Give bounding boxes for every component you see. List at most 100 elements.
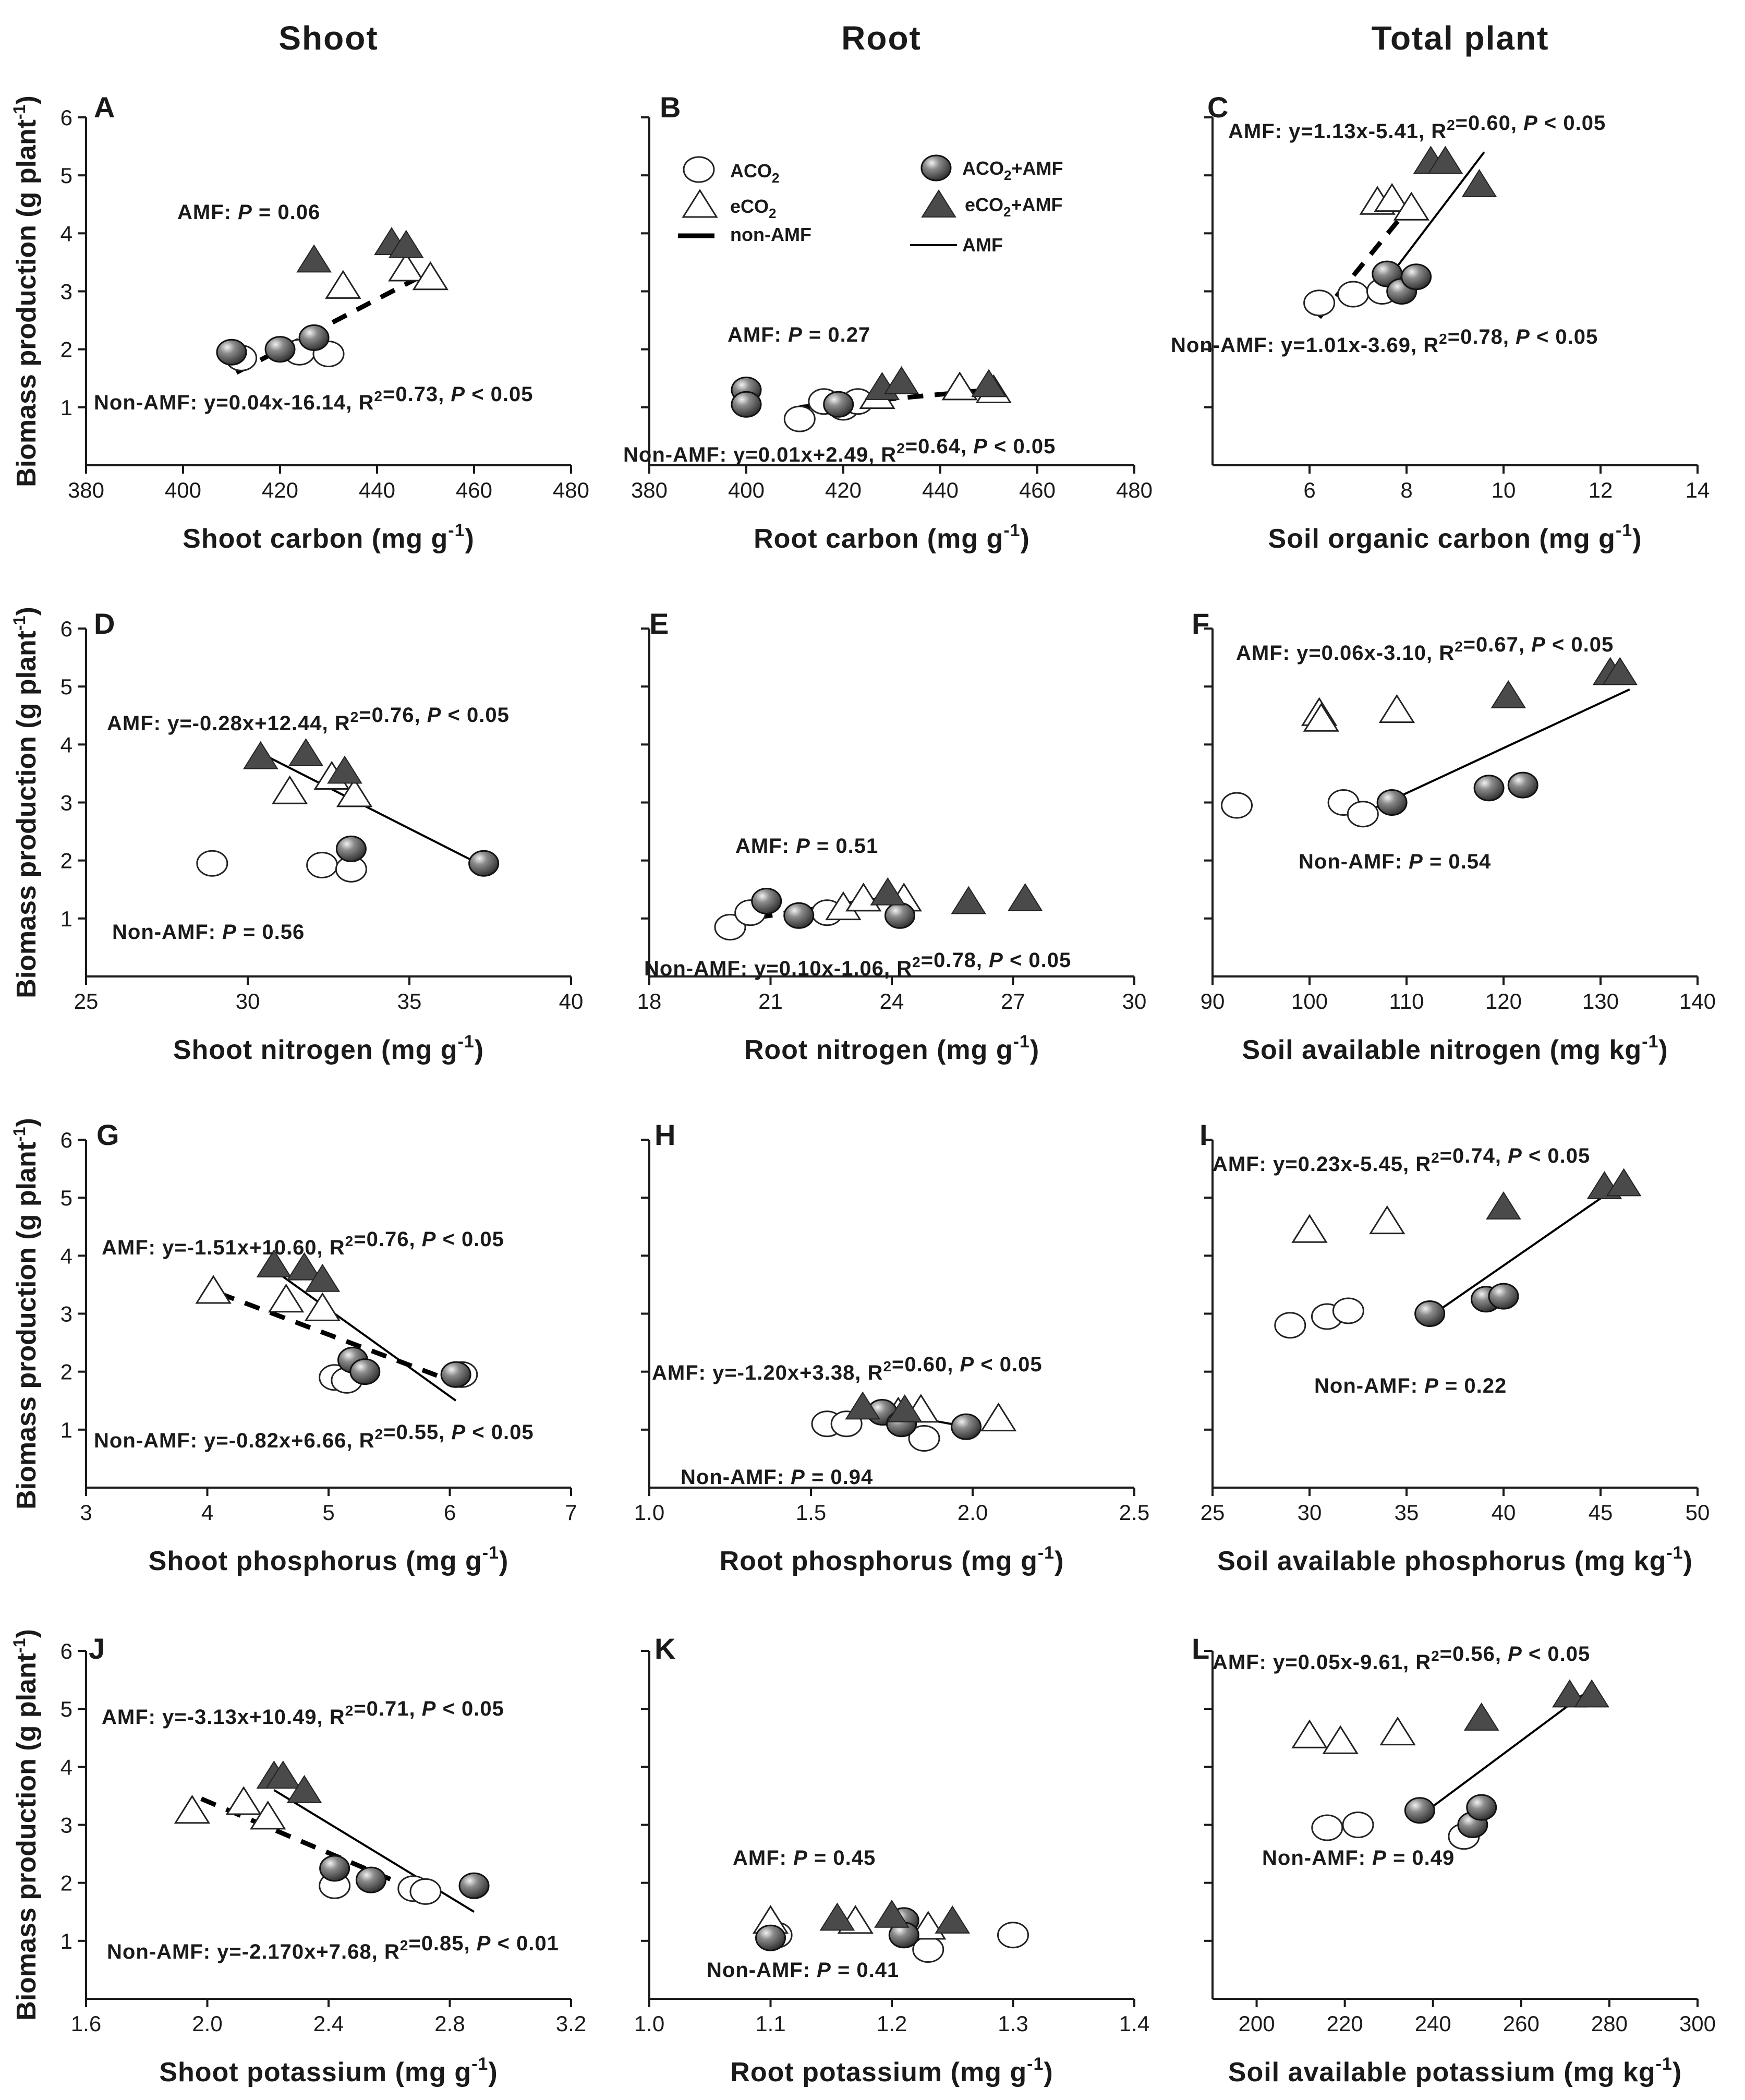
eco2-amf-marker bbox=[1007, 883, 1043, 911]
annotation: Non-AMF: y=-2.170x+7.68, R2=0.85, P < 0.… bbox=[107, 1932, 559, 1963]
annotation: AMF: y=-1.20x+3.38, R2=0.60, P < 0.05 bbox=[652, 1353, 1043, 1384]
y-tick-label: 2 bbox=[60, 1871, 72, 1896]
x-axis-label: Root nitrogen (mg g-1) bbox=[744, 1032, 1039, 1065]
x-tick-label: 45 bbox=[1589, 1500, 1613, 1525]
x-tick-label: 120 bbox=[1485, 989, 1522, 1013]
eco2-amf-marker bbox=[1427, 146, 1463, 174]
aco2-marker bbox=[409, 1878, 442, 1905]
non-amf-fit-line bbox=[219, 1291, 451, 1383]
legend-eco2-marker bbox=[682, 189, 718, 218]
eco2-amf-marker bbox=[1461, 168, 1497, 197]
aco2-marker bbox=[196, 850, 228, 877]
y-tick-label: 3 bbox=[60, 280, 72, 304]
eco2-amf-marker bbox=[874, 1899, 910, 1928]
aco2-amf-marker bbox=[731, 391, 762, 418]
x-axis-label: Soil available phosphorus (mg kg-1) bbox=[1217, 1543, 1693, 1576]
aco2-amf-marker bbox=[349, 1358, 381, 1385]
x-axis-label: Soil available potassium (mg kg-1) bbox=[1228, 2054, 1682, 2087]
x-tick-label: 4 bbox=[201, 1500, 213, 1525]
aco2-amf-marker bbox=[264, 336, 296, 363]
x-axis-label: Shoot nitrogen (mg g-1) bbox=[173, 1032, 484, 1065]
x-tick-label: 100 bbox=[1291, 989, 1328, 1013]
eco2-marker bbox=[325, 270, 361, 299]
panel-J: 1 2 3 4 5 6 1.6 2.0 2.4 2.8 3.2 Shoot potassium (mg… bbox=[60, 1632, 587, 2087]
y-tick-label: 3 bbox=[60, 791, 72, 815]
legend-label: eCO2 bbox=[730, 196, 777, 221]
aco2-amf-marker bbox=[1401, 263, 1432, 291]
panel-label: L bbox=[1192, 1632, 1209, 1665]
legend-label: non-AMF bbox=[730, 224, 811, 245]
y-tick-label: 5 bbox=[60, 674, 72, 699]
x-tick-label: 6 bbox=[1303, 478, 1315, 502]
aco2-amf-marker bbox=[319, 1855, 350, 1882]
legend-label: ACO2 bbox=[730, 160, 779, 186]
x-tick-label: 30 bbox=[1122, 989, 1147, 1013]
amf-fit-line bbox=[273, 1789, 475, 1913]
aco2-amf-marker bbox=[1466, 1794, 1497, 1821]
y-tick-label: 5 bbox=[60, 163, 72, 188]
annotation: Non-AMF: P = 0.41 bbox=[707, 1959, 899, 1982]
amf-fit-line bbox=[260, 752, 484, 867]
panel-K: 1.0 1.1 1.2 1.3 1.4 Root potassium (mg g-1) K A… bbox=[634, 1632, 1149, 2087]
x-tick-label: 440 bbox=[359, 478, 395, 502]
eco2-amf-marker bbox=[935, 1905, 971, 1934]
aco2-amf-marker bbox=[1473, 775, 1505, 802]
x-axis-label: Shoot phosphorus (mg g-1) bbox=[149, 1543, 509, 1576]
annotation: AMF: P = 0.51 bbox=[735, 835, 878, 858]
aco2-amf-marker bbox=[1507, 771, 1538, 799]
annotation: Non-AMF: y=0.04x-16.14, R2=0.73, P < 0.0… bbox=[94, 383, 534, 414]
eco2-marker bbox=[174, 1794, 211, 1824]
aco2-amf-marker bbox=[355, 1866, 386, 1893]
y-tick-label: 2 bbox=[60, 849, 72, 873]
x-tick-label: 27 bbox=[1001, 989, 1025, 1013]
annotation: AMF: y=-3.13x+10.49, R2=0.71, P < 0.05 bbox=[102, 1697, 504, 1729]
x-tick-label: 35 bbox=[1395, 1500, 1419, 1525]
x-tick-label: 2.0 bbox=[958, 1500, 988, 1525]
y-tick-label: 6 bbox=[60, 105, 72, 130]
eco2-marker bbox=[1393, 191, 1430, 221]
y-tick-label: 4 bbox=[60, 1244, 72, 1268]
eco2-amf-marker bbox=[1463, 1702, 1499, 1731]
x-tick-label: 200 bbox=[1239, 2011, 1275, 2036]
eco2-marker bbox=[195, 1275, 232, 1304]
x-tick-label: 380 bbox=[68, 478, 104, 502]
x-axis-label: Root phosphorus (mg g-1) bbox=[720, 1543, 1064, 1576]
eco2-marker bbox=[941, 371, 978, 401]
x-tick-label: 7 bbox=[565, 1500, 577, 1525]
legend-label: ACO2+AMF bbox=[962, 158, 1063, 183]
eco2-amf-marker bbox=[286, 1252, 322, 1281]
aco2-marker bbox=[1337, 281, 1370, 308]
legend-eco2-amf-marker bbox=[921, 189, 956, 218]
aco2-amf-marker bbox=[1376, 789, 1408, 816]
eco2-amf-marker bbox=[288, 738, 324, 767]
eco2-amf-marker bbox=[1486, 1191, 1521, 1220]
x-tick-label: 480 bbox=[553, 478, 589, 502]
eco2-amf-marker bbox=[388, 230, 424, 258]
x-axis-label: Shoot carbon (mg g-1) bbox=[183, 521, 475, 554]
amf-fit-line bbox=[273, 1269, 457, 1402]
x-tick-label: 260 bbox=[1503, 2011, 1540, 2036]
aco2-amf-marker bbox=[951, 1413, 982, 1440]
y-tick-label: 4 bbox=[60, 1755, 72, 1779]
x-axis-label: Root carbon (mg g-1) bbox=[754, 521, 1030, 554]
panel-E: 18 21 24 27 30 Root nitrogen (mg g-1) E AMF: P … bbox=[637, 607, 1147, 1065]
x-axis-label: Soil organic carbon (mg g-1) bbox=[1268, 521, 1642, 554]
x-tick-label: 30 bbox=[1298, 1500, 1322, 1525]
x-tick-label: 3 bbox=[80, 1500, 92, 1525]
aco2-marker bbox=[306, 852, 338, 879]
aco2-amf-marker bbox=[783, 902, 815, 929]
x-tick-label: 460 bbox=[1019, 478, 1056, 502]
y-tick-label: 5 bbox=[60, 1697, 72, 1721]
x-tick-label: 25 bbox=[1201, 1500, 1225, 1525]
aco2-amf-marker bbox=[468, 850, 500, 877]
eco2-amf-marker bbox=[327, 755, 362, 784]
aco2-amf-marker bbox=[751, 887, 782, 914]
x-tick-label: 280 bbox=[1591, 2011, 1628, 2036]
eco2-amf-marker bbox=[243, 741, 278, 769]
x-tick-label: 380 bbox=[631, 478, 668, 502]
column-title: Shoot bbox=[278, 19, 378, 57]
annotation: Non-AMF: y=0.01x+2.49, R2=0.64, P < 0.05 bbox=[623, 435, 1056, 466]
column-title: Total plant bbox=[1372, 19, 1549, 57]
y-tick-label: 6 bbox=[60, 1128, 72, 1152]
aco2-amf-marker bbox=[216, 339, 247, 366]
